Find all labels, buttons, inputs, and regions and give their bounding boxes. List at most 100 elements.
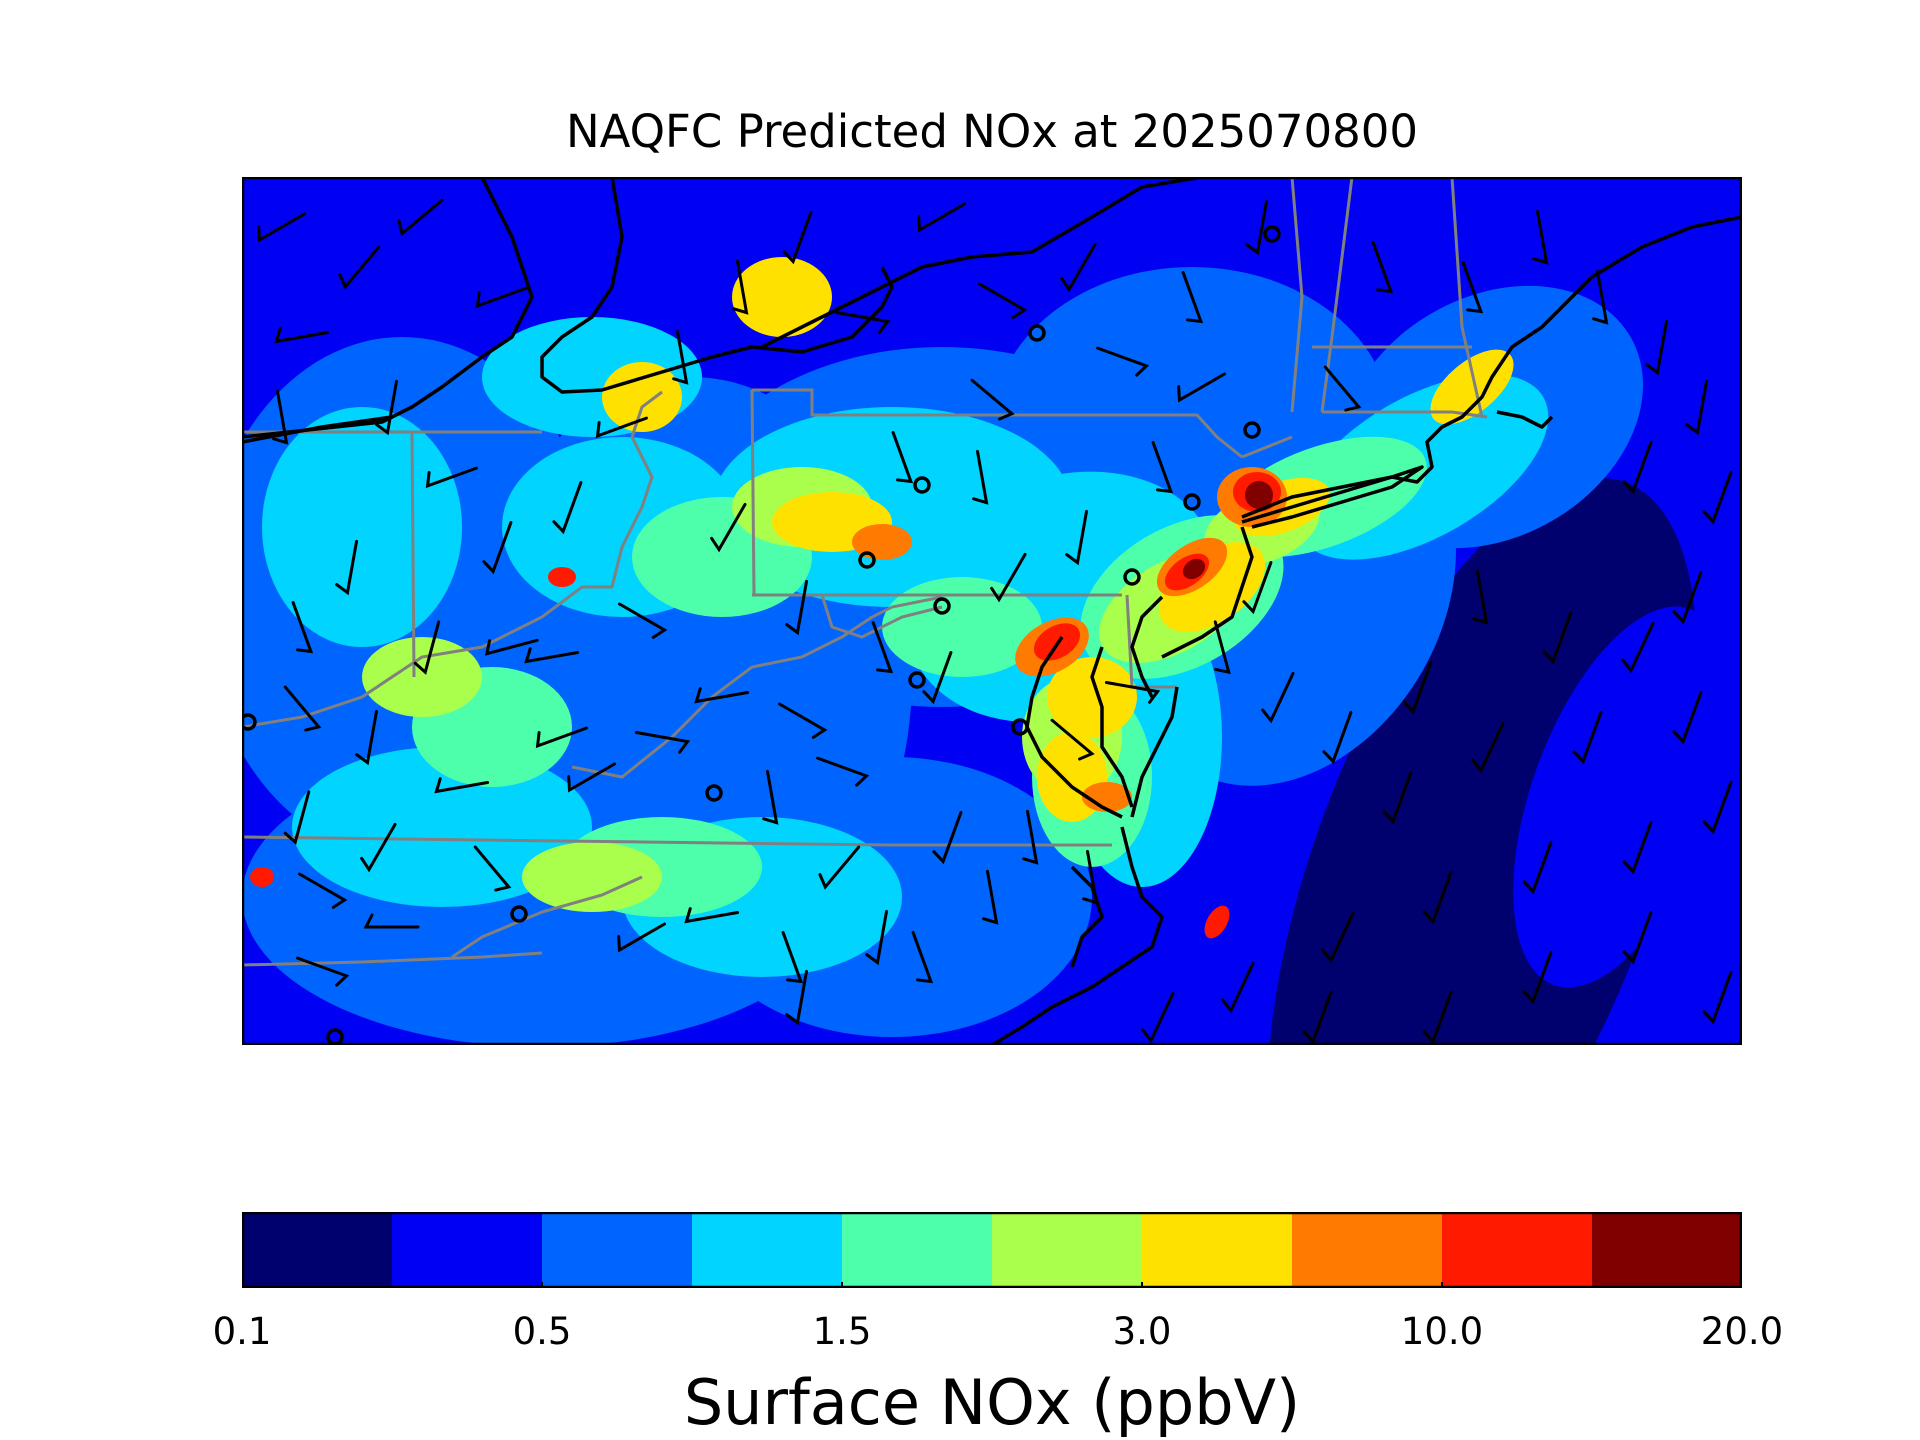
wind-barb xyxy=(338,245,381,290)
wind-barb xyxy=(970,378,1015,421)
wind-barb xyxy=(710,502,747,553)
wind-barb xyxy=(891,431,914,484)
nox-region xyxy=(250,867,274,887)
nox-region xyxy=(362,637,482,717)
long-island xyxy=(1241,465,1424,529)
nox-region xyxy=(548,567,576,587)
nox-region xyxy=(1430,349,1514,425)
wind-barb xyxy=(1702,471,1733,525)
delmarva-coast xyxy=(1130,686,1179,818)
nox-region xyxy=(1082,782,1132,812)
wind-barb xyxy=(1060,242,1097,293)
wind-barb xyxy=(475,286,528,309)
wind-barb xyxy=(972,449,989,505)
nox-region xyxy=(1245,481,1273,509)
wind-barb xyxy=(1177,372,1227,403)
wind-barb xyxy=(672,329,689,385)
wind-barb xyxy=(375,379,399,436)
wind-barb xyxy=(865,909,889,966)
station-marker xyxy=(242,713,257,731)
wind-barb xyxy=(434,777,490,794)
wind-barb xyxy=(782,211,813,265)
map-title: NAQFC Predicted NOx at 2025070800 xyxy=(565,105,1419,158)
nox-region xyxy=(522,842,662,912)
wind-barb xyxy=(1621,621,1655,674)
wind-barb xyxy=(360,822,397,873)
nox-region xyxy=(1182,558,1206,580)
nox-region xyxy=(1047,657,1137,737)
station-marker xyxy=(908,671,926,689)
state-border-ohio-west xyxy=(410,431,416,678)
station-marker xyxy=(858,551,876,569)
wind-barb xyxy=(355,709,379,766)
wind-barb xyxy=(1461,261,1484,314)
nox-region xyxy=(1204,905,1230,939)
colorbar-cell xyxy=(992,1212,1143,1288)
monitoring-stations xyxy=(242,225,1281,1045)
wind-barb xyxy=(1422,871,1453,925)
wind-barb xyxy=(1181,271,1204,324)
station-marker xyxy=(1123,568,1141,586)
wind-barb xyxy=(1371,241,1394,294)
wind-barb xyxy=(1096,346,1150,377)
colorbar-tick-label: 3.0 xyxy=(1112,1310,1172,1353)
coastlines xyxy=(242,177,1742,1045)
wind-barb xyxy=(1323,365,1362,412)
wind-barb xyxy=(552,481,583,535)
lake-ontario-shore xyxy=(761,177,1203,349)
nox-region xyxy=(602,362,682,432)
wind-barb xyxy=(1082,849,1099,905)
chesapeake-west xyxy=(1025,636,1123,819)
colorbar-cell xyxy=(692,1212,843,1288)
state-border-nj-ny xyxy=(1241,435,1293,459)
nox-concentration-field xyxy=(242,257,1731,1045)
wind-barb xyxy=(1622,441,1653,495)
wind-barb xyxy=(283,685,322,732)
cape-cod xyxy=(1496,410,1554,429)
state-border-ny-vt xyxy=(1290,177,1304,413)
wind-barb xyxy=(1532,209,1549,265)
map-frame xyxy=(242,177,1742,1045)
wind-barb xyxy=(1065,509,1089,566)
wind-barb xyxy=(617,602,668,639)
wind-barb xyxy=(482,521,513,575)
wind-barb xyxy=(595,416,648,439)
colorbar-cell xyxy=(392,1212,543,1288)
wind-barb xyxy=(1702,971,1733,1025)
wind-barb xyxy=(1672,571,1703,625)
wind-barb xyxy=(567,762,617,793)
wind-barb xyxy=(1382,771,1413,825)
wind-barb xyxy=(291,601,314,654)
wind-barb xyxy=(922,651,953,705)
lake-huron-shore xyxy=(540,177,753,394)
wind-barb xyxy=(1141,991,1175,1044)
wind-barb xyxy=(977,282,1028,319)
colorbar-tick-label: 0.5 xyxy=(512,1310,572,1353)
wind-barb xyxy=(1245,199,1269,256)
station-marker xyxy=(1028,324,1046,342)
wind-barb xyxy=(484,638,539,656)
wind-barb xyxy=(785,579,809,636)
state-border-md xyxy=(820,594,943,639)
wind-barb xyxy=(296,956,350,987)
wind-barb xyxy=(818,845,861,890)
wind-barb xyxy=(1592,269,1609,325)
state-border-ct-ma xyxy=(1322,410,1488,419)
wind-barb xyxy=(1151,441,1174,494)
station-marker xyxy=(913,476,931,494)
wind-barb xyxy=(1471,721,1505,774)
wind-barb xyxy=(732,259,749,315)
colorbar-cell xyxy=(242,1212,393,1288)
wind-barb xyxy=(1622,821,1653,875)
station-marker xyxy=(705,784,723,802)
wind-barb xyxy=(1685,379,1709,436)
lake-ontario-south-shore xyxy=(751,266,894,354)
wind-barb xyxy=(777,702,828,739)
wind-barb xyxy=(1321,911,1355,964)
nox-map xyxy=(242,177,1742,1045)
wind-barb xyxy=(297,872,348,909)
wind-barb xyxy=(535,726,588,749)
wind-barb xyxy=(1022,809,1039,865)
wind-barb xyxy=(684,907,740,924)
wind-barb xyxy=(762,769,779,825)
